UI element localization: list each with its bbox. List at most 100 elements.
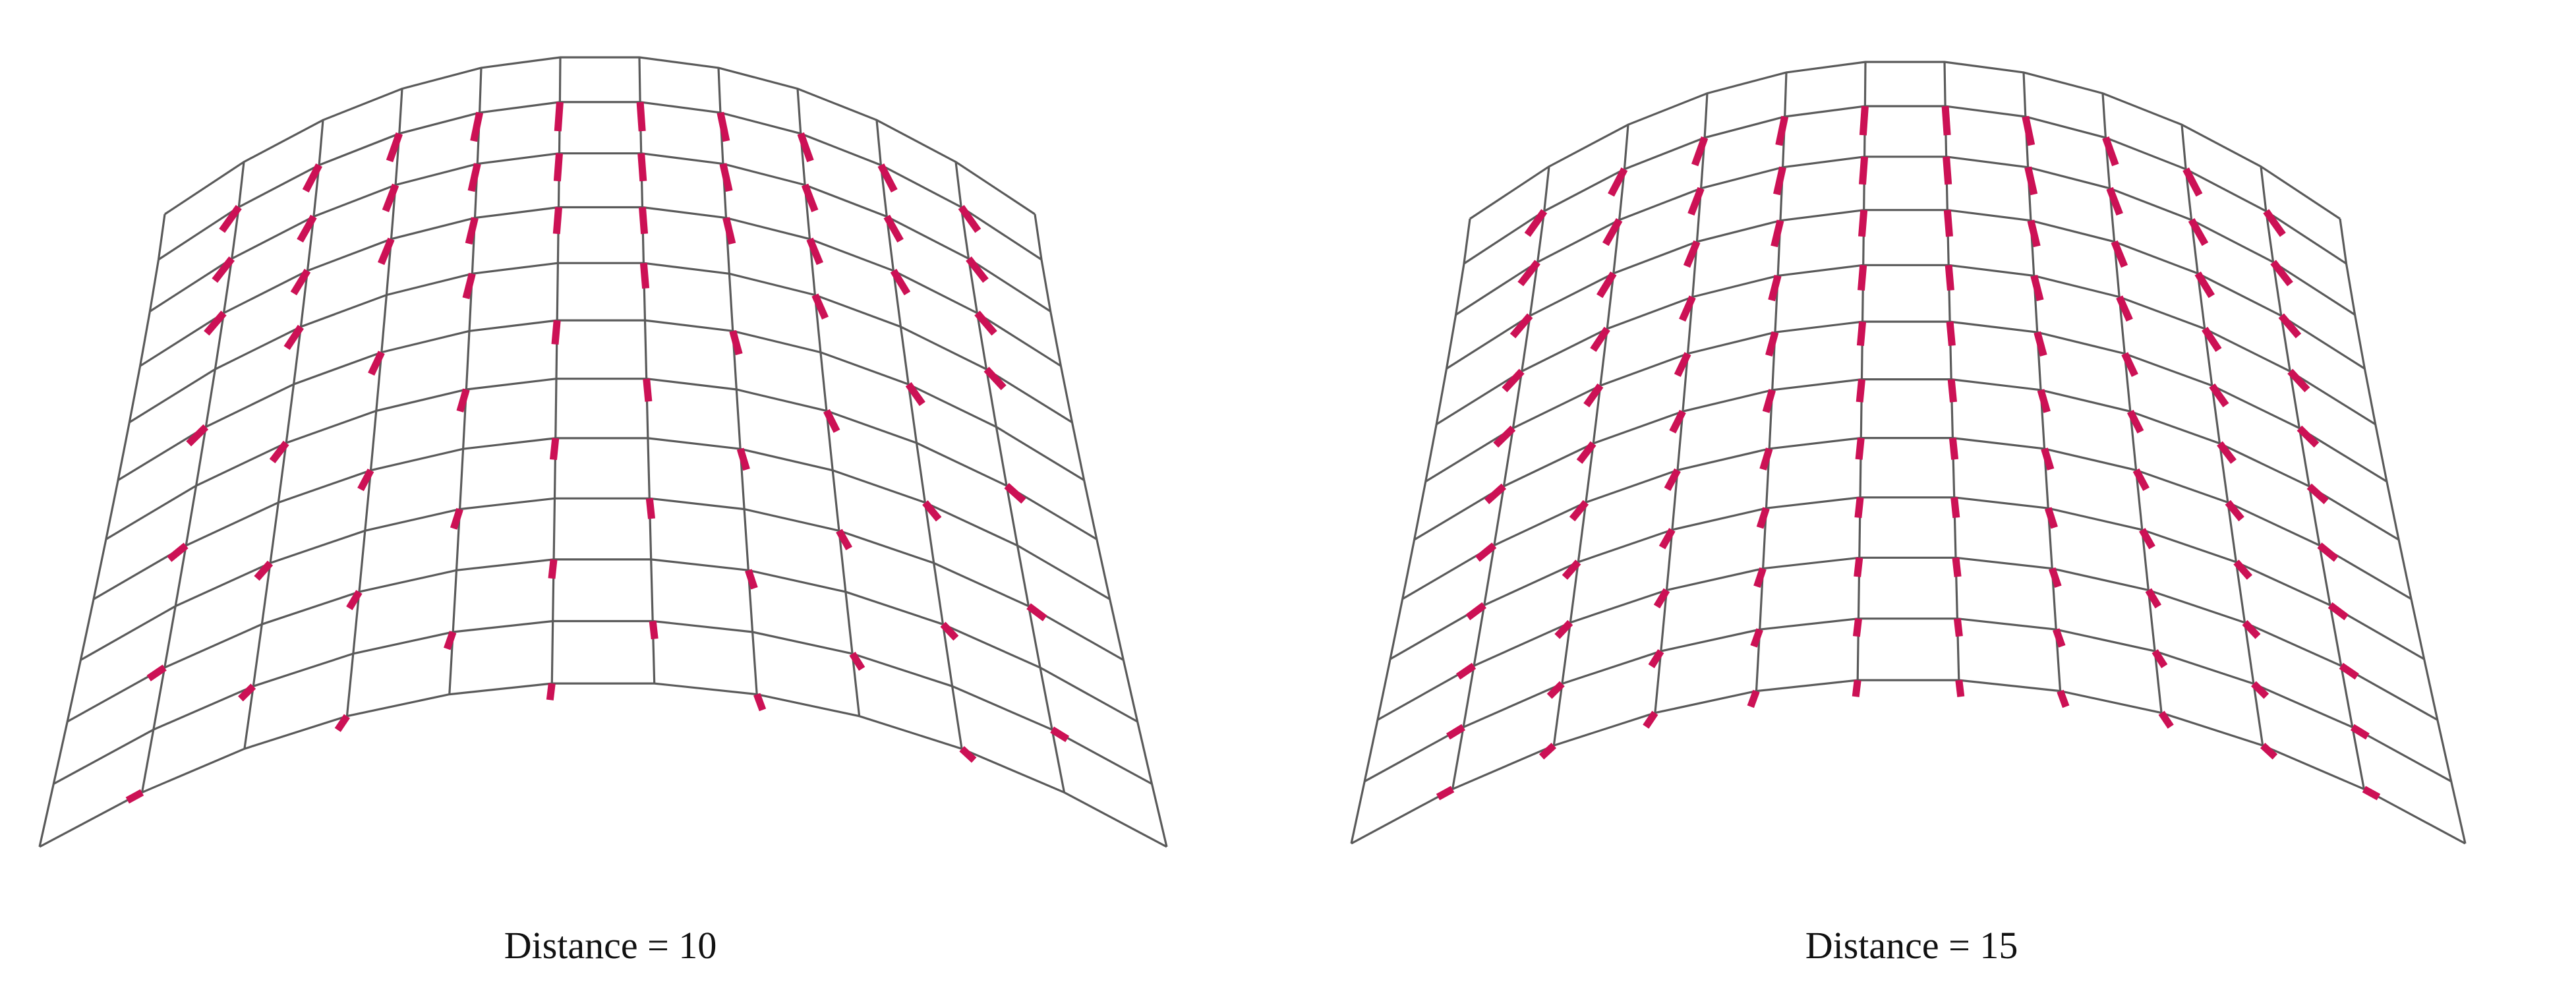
normal-tick	[1953, 618, 1963, 637]
normal-tick	[1943, 156, 1952, 185]
normal-tick	[1691, 136, 1709, 167]
normal-tick	[1856, 379, 1865, 403]
normal-tick	[2225, 500, 2244, 522]
mesh-column-line	[345, 88, 403, 716]
normal-tick	[1517, 260, 1540, 287]
normal-tick	[1683, 240, 1701, 268]
normal-tick	[1562, 559, 1581, 580]
normal-tick	[1852, 618, 1862, 637]
normal-tick	[2202, 326, 2222, 353]
normal-tick	[719, 163, 733, 192]
normal-tick	[2048, 567, 2062, 588]
normal-tick	[2053, 628, 2066, 648]
normal-tick	[2362, 786, 2381, 801]
normal-tick	[2126, 409, 2144, 434]
normal-tick	[125, 789, 144, 804]
normal-tick	[1608, 167, 1628, 197]
mesh-row-line	[1390, 496, 2425, 660]
normal-tick	[1747, 689, 1760, 708]
mesh-row-line	[1436, 264, 2376, 426]
normal-tick	[450, 507, 463, 530]
normal-tick	[378, 237, 395, 266]
normal-tick	[639, 262, 650, 289]
normal-tick	[1946, 321, 1956, 346]
normal-tick	[722, 217, 736, 245]
normal-tick	[1569, 500, 1589, 522]
normal-tick	[146, 664, 167, 681]
normal-tick	[2044, 507, 2058, 529]
mesh-row-line	[1455, 156, 2356, 316]
normal-tick	[2260, 743, 2278, 760]
normal-tick	[212, 256, 235, 283]
mesh-column-line	[38, 214, 166, 847]
normal-tick	[1756, 507, 1770, 529]
normal-tick	[1759, 447, 1773, 471]
normal-tick	[2022, 115, 2035, 146]
normal-tick	[2041, 447, 2055, 471]
normal-tick	[1679, 295, 1696, 322]
normal-tick	[552, 207, 562, 235]
normal-tick	[444, 631, 457, 650]
normal-tick	[1576, 441, 1596, 464]
normal-tick	[297, 214, 317, 243]
normal-tick	[2339, 662, 2359, 680]
normal-tick	[1768, 275, 1782, 302]
normal-tick	[1947, 379, 1957, 403]
normal-tick	[2251, 681, 2269, 699]
normal-tick	[1858, 264, 1867, 291]
normal-tick	[1945, 264, 1954, 291]
normal-tick	[167, 542, 189, 562]
normal-tick	[467, 163, 481, 192]
mesh-row-line	[1413, 378, 2399, 541]
mesh-row-line	[105, 378, 1098, 540]
normal-tick	[2350, 724, 2370, 740]
normal-tick	[905, 382, 925, 407]
mesh-column-line	[2339, 218, 2467, 844]
normal-tick	[2116, 295, 2133, 322]
mesh-panel-distance-10	[38, 56, 1168, 848]
normal-tick	[2145, 588, 2162, 609]
normal-tick	[2106, 186, 2123, 216]
normal-tick	[745, 569, 758, 590]
mesh-row-line	[149, 152, 1051, 312]
mesh-row-line	[1463, 105, 2347, 265]
mesh-column-line	[717, 67, 758, 695]
normal-tick	[2037, 389, 2051, 413]
normal-tick	[636, 101, 646, 132]
mesh-column-line	[1552, 125, 1629, 746]
normal-tick	[2270, 260, 2293, 287]
normal-tick	[456, 388, 470, 413]
mesh-column-line	[2260, 166, 2365, 789]
normal-tick	[1771, 219, 1784, 248]
mesh-row-line	[1469, 61, 2341, 220]
normal-tick	[1583, 383, 1604, 408]
normal-tick	[959, 746, 977, 763]
normal-tick	[1955, 679, 1965, 697]
normal-tick	[983, 366, 1007, 391]
normal-tick	[1538, 743, 1557, 760]
normal-tick	[1648, 649, 1664, 668]
mesh-column-line	[2022, 72, 2062, 691]
normal-tick	[1858, 210, 1868, 237]
normal-tick	[1509, 313, 1533, 339]
mesh-column-line	[1755, 72, 1788, 691]
normal-tick	[2287, 368, 2310, 393]
mesh-row-line	[1351, 679, 2466, 845]
normal-tick	[649, 620, 659, 640]
normal-tick	[1775, 115, 1789, 146]
normal-tick	[836, 529, 852, 551]
normal-tick	[1004, 482, 1026, 504]
mesh-column-line	[796, 88, 861, 716]
normal-tick	[1950, 497, 1960, 519]
mesh-column-line	[1350, 218, 1471, 844]
normal-tick	[1050, 726, 1070, 743]
normal-tick	[958, 205, 981, 233]
normal-tick	[357, 469, 374, 492]
normal-tick	[2057, 689, 2070, 708]
mesh-row-line	[139, 206, 1062, 367]
normal-tick	[811, 293, 829, 320]
mesh-row-line	[158, 101, 1042, 261]
normal-tick	[1943, 210, 1953, 237]
normal-tick	[1455, 662, 1477, 680]
